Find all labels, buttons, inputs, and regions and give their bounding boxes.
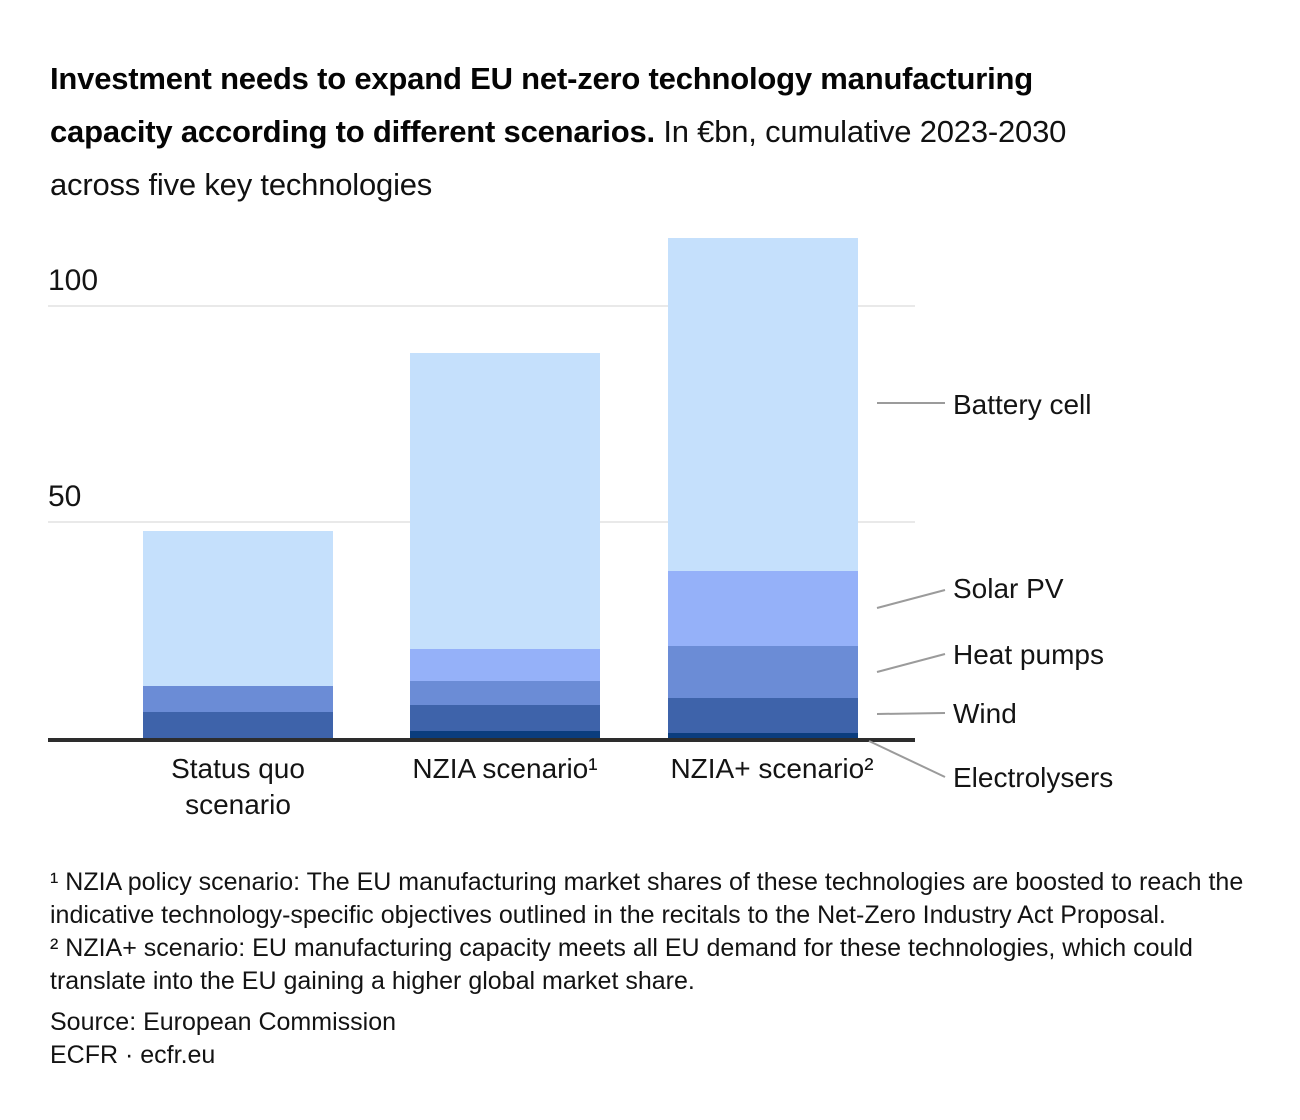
title-bold-run: capacity according to different scenario… [50, 114, 655, 149]
title-bold-run: Investment needs to expand EU net-zero t… [50, 61, 1033, 96]
bar-segment-solar-pv-nzia+-scenario² [668, 570, 858, 647]
title-line-3: across five key technologies [50, 158, 1265, 211]
bar-segment-electrolysers-nzia+-scenario² [668, 732, 858, 738]
footnotes: ¹ NZIA policy scenario: The EU manufactu… [50, 866, 1268, 998]
solar-pv-leader-line [876, 589, 946, 609]
y-tick-50: 50 [48, 480, 82, 513]
x-label-nzia-plus: NZIA+ scenario² [642, 751, 902, 787]
legend-label-battery-cell: Battery cell [953, 389, 1092, 420]
bar-segment-electrolysers-nzia-scenario¹ [410, 730, 600, 738]
bar-segment-heat-pumps-status-quo-scenario [143, 686, 333, 713]
bar-segment-battery-cell-nzia-scenario¹ [410, 352, 600, 649]
bar-segment-wind-nzia-scenario¹ [410, 704, 600, 731]
footnote-2: ² NZIA+ scenario: EU manufacturing capac… [50, 934, 1193, 995]
bar-segment-battery-cell-nzia+-scenario² [668, 238, 858, 571]
title-line-1: Investment needs to expand EU net-zero t… [50, 52, 1265, 105]
heat-pumps-leader-line [876, 653, 946, 673]
bar-segment-solar-pv-nzia-scenario¹ [410, 648, 600, 681]
title-regular-run: In €bn, cumulative 2023-2030 [654, 114, 1067, 149]
gridline-100 [48, 305, 915, 307]
wind-leader-line [876, 712, 946, 715]
source-line: Source: European Commission [50, 1008, 396, 1036]
x-label-line: NZIA scenario¹ [412, 753, 598, 784]
bar-segment-heat-pumps-nzia+-scenario² [668, 646, 858, 699]
title-line-2: capacity according to different scenario… [50, 105, 1265, 158]
x-label-status-quo: Status quo scenario [128, 751, 348, 823]
ecfr-credit: ECFR · ecfr.eu [50, 1041, 216, 1069]
legend-label-wind: Wind [953, 698, 1017, 729]
x-label-line: scenario [185, 789, 291, 820]
legend-label-electrolysers: Electrolysers [953, 762, 1114, 793]
legend-label-heat-pumps: Heat pumps [953, 639, 1104, 670]
legend-label-solar-pv: Solar PV [953, 573, 1064, 604]
bar-segment-heat-pumps-nzia-scenario¹ [410, 680, 600, 705]
footnote-1: ¹ NZIA policy scenario: The EU manufactu… [50, 868, 1244, 929]
x-label-line: Status quo [171, 753, 305, 784]
bar-segment-wind-status-quo-scenario [143, 712, 333, 738]
x-axis-line [48, 738, 915, 742]
title-regular-run: across five key technologies [50, 167, 433, 202]
y-tick-100: 100 [48, 264, 99, 297]
source-block: Source: European Commission ECFR · ecfr.… [50, 1006, 850, 1072]
page-title: Investment needs to expand EU net-zero t… [50, 52, 1265, 211]
bar-segment-battery-cell-status-quo-scenario [143, 530, 333, 687]
x-label-line: NZIA+ scenario² [670, 753, 874, 784]
x-label-nzia: NZIA scenario¹ [375, 751, 635, 787]
bar-segment-wind-nzia+-scenario² [668, 698, 858, 733]
